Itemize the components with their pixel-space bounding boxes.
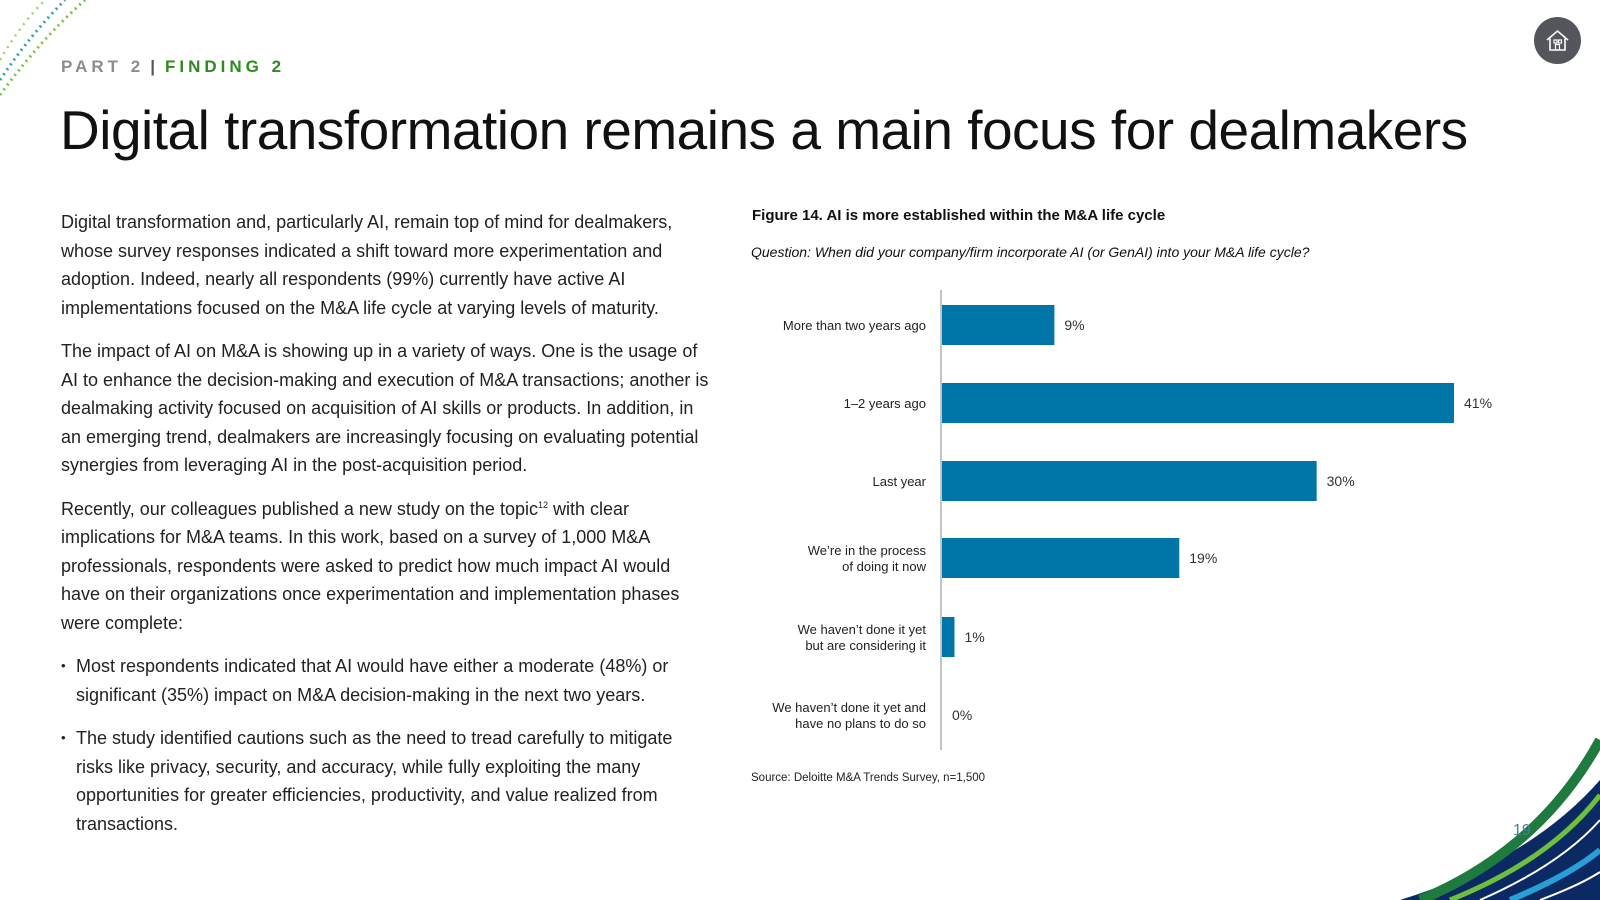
section-kicker: PART 2 | FINDING 2 — [61, 57, 285, 77]
bar-value-label: 1% — [964, 629, 984, 645]
chart-bar — [942, 617, 955, 657]
category-label: but are considering it — [805, 638, 926, 653]
footnote-ref[interactable]: 12 — [537, 499, 548, 510]
chart-bar — [942, 383, 1454, 423]
home-button[interactable] — [1534, 17, 1581, 64]
figure-question: Question: When did your company/firm inc… — [751, 244, 1310, 260]
figure-title: Figure 14. AI is more established within… — [752, 207, 1166, 224]
paragraph-text: Recently, our colleagues published a new… — [61, 498, 538, 519]
chart-bar — [942, 461, 1317, 501]
paragraph-text: with clear implications for M&A teams. I… — [61, 498, 680, 633]
bar-value-label: 41% — [1464, 395, 1492, 411]
part-label: PART 2 — [61, 57, 145, 76]
bullet-item: The study identified cautions such as th… — [61, 724, 711, 838]
bullet-item: Most respondents indicated that AI would… — [61, 652, 711, 709]
body-paragraph: The impact of AI on M&A is showing up in… — [61, 341, 709, 475]
category-label: 1–2 years ago — [844, 396, 926, 411]
home-icon — [1546, 29, 1569, 51]
body-text-column: Digital transformation and, particularly… — [61, 208, 711, 853]
corner-decoration-top-left — [0, 0, 86, 96]
chart-bar — [942, 305, 1055, 345]
body-paragraph: Recently, our colleagues published a new… — [61, 495, 711, 638]
finding-label: FINDING 2 — [164, 57, 286, 76]
page-title: Digital transformation remains a main fo… — [60, 99, 1468, 161]
category-label: Last year — [873, 474, 927, 489]
page-number: 19 — [1513, 822, 1531, 839]
bar-value-label: 0% — [952, 707, 972, 723]
bar-value-label: 30% — [1327, 473, 1355, 489]
kicker-separator: | — [150, 57, 159, 76]
bar-value-label: 9% — [1064, 317, 1084, 333]
category-label: More than two years ago — [783, 318, 926, 333]
body-paragraph: Digital transformation and, particularly… — [61, 212, 673, 318]
category-label: We haven’t done it yet and — [772, 700, 926, 715]
category-label: We haven’t done it yet — [798, 622, 927, 637]
corner-decoration-bottom-right — [1400, 737, 1600, 900]
figure-source: Source: Deloitte M&A Trends Survey, n=1,… — [751, 772, 986, 784]
category-label: of doing it now — [842, 559, 926, 574]
category-label: have no plans to do so — [795, 716, 926, 731]
bar-value-label: 19% — [1189, 550, 1217, 566]
category-label: We’re in the process — [808, 543, 927, 558]
bar-chart: 9% More than two years ago 41% 1–2 years ag… — [772, 290, 1492, 750]
chart-bar — [942, 538, 1180, 578]
